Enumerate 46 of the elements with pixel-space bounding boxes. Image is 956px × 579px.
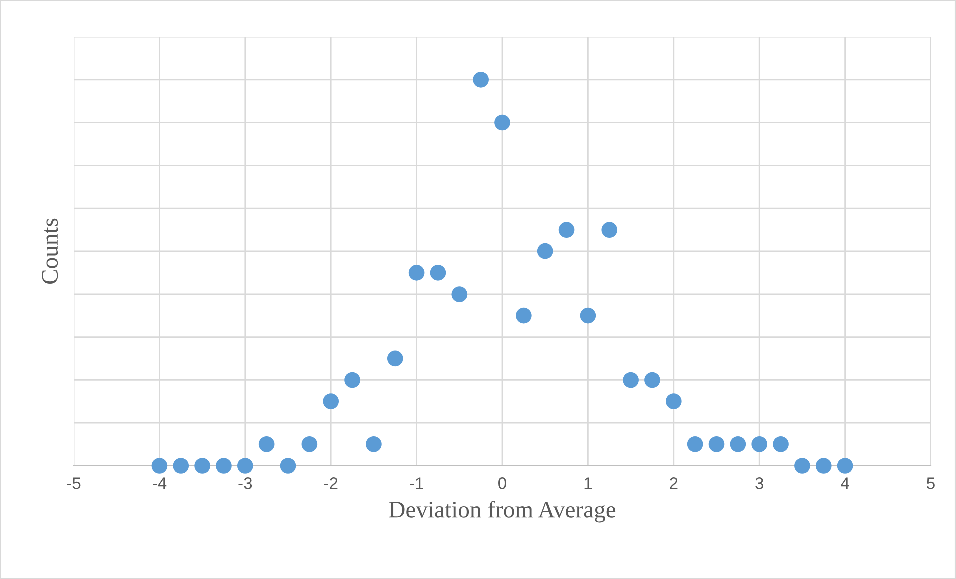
point	[752, 436, 768, 452]
point	[237, 458, 254, 474]
point	[302, 436, 318, 452]
x-tick-label: 2	[670, 478, 678, 490]
point	[602, 222, 618, 238]
point	[452, 286, 468, 302]
point	[644, 372, 660, 388]
x-tick-label: 0	[498, 478, 506, 490]
point	[152, 458, 168, 474]
x-tick-label: 4	[841, 478, 850, 490]
point	[494, 114, 510, 131]
x-tick-label: -4	[153, 478, 167, 490]
point	[173, 458, 190, 474]
x-tick-label: -1	[410, 478, 424, 490]
point	[794, 458, 810, 474]
point	[516, 308, 532, 324]
point	[558, 222, 575, 238]
y-axis-title: Counts	[42, 218, 58, 284]
point	[623, 372, 639, 388]
point	[666, 394, 682, 410]
x-axis-title: Deviation from Average	[389, 500, 616, 523]
x-tick-label: 3	[756, 478, 764, 490]
point	[730, 436, 746, 452]
point	[580, 308, 596, 324]
point	[430, 265, 446, 281]
point	[816, 458, 832, 474]
point	[194, 458, 210, 474]
point	[323, 394, 340, 410]
point	[344, 372, 360, 388]
point	[366, 436, 382, 452]
point	[837, 458, 854, 474]
point	[708, 436, 725, 452]
x-tick-label: -2	[324, 478, 338, 490]
x-tick-label: -3	[238, 478, 252, 490]
point	[687, 436, 704, 452]
point	[773, 436, 789, 452]
x-tick-label: 1	[584, 478, 592, 490]
x-tick-label: 5	[927, 478, 935, 490]
point	[537, 243, 554, 260]
x-tick-label: -5	[67, 478, 81, 490]
point	[473, 72, 489, 88]
point	[408, 265, 425, 281]
point	[387, 350, 404, 367]
point	[216, 458, 232, 474]
point	[280, 458, 296, 474]
point	[258, 436, 275, 452]
